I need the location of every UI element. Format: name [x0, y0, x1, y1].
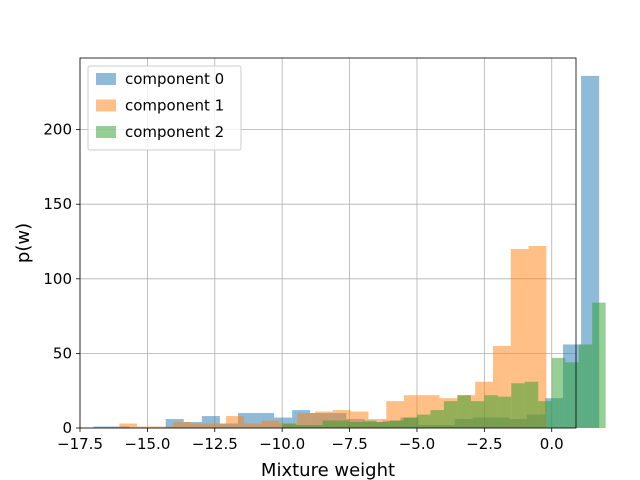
histogram-bar-component-1 — [208, 423, 227, 428]
histogram-bar-component-2 — [538, 401, 552, 428]
histogram-bar-component-0 — [93, 426, 112, 428]
legend-swatch — [96, 126, 116, 138]
histogram-bar-component-1 — [154, 426, 173, 428]
histogram-bar-component-0 — [201, 416, 220, 428]
x-tick-label: −10.0 — [259, 435, 305, 453]
plot-frame — [79, 57, 577, 429]
histogram-bar-component-1 — [190, 423, 209, 428]
histogram-bar-component-1 — [261, 420, 280, 428]
histogram-bar-component-2 — [403, 417, 417, 428]
histogram-bar-component-2 — [497, 396, 512, 428]
x-tick-label: −17.5 — [57, 435, 103, 453]
histogram-bar-component-2 — [551, 357, 566, 428]
histogram-bar-component-1 — [137, 426, 155, 428]
histogram-bar-component-2 — [336, 420, 350, 428]
x-tick-label: −15.0 — [124, 435, 170, 453]
histogram-bar-component-2 — [565, 362, 579, 428]
legend-label: component 0 — [125, 70, 224, 88]
histogram-bar-component-2 — [390, 420, 404, 428]
y-tick-label: 50 — [53, 344, 72, 362]
x-tick-label: −12.5 — [192, 435, 238, 453]
histogram-bar-component-2 — [363, 420, 377, 428]
histogram-bar-component-1 — [119, 423, 138, 428]
x-tick-label: −2.5 — [466, 435, 502, 453]
histogram-bar-component-2 — [592, 302, 606, 428]
legend: component 0 component 1 component 2 — [87, 65, 242, 151]
legend-box — [87, 65, 242, 151]
histogram-bar-component-1 — [172, 422, 191, 428]
histogram-bars — [93, 75, 606, 428]
histogram-bar-component-2 — [282, 423, 296, 428]
legend-label: component 2 — [125, 123, 224, 141]
histogram-bar-component-2 — [322, 420, 337, 428]
histogram-bar-component-2 — [457, 395, 471, 428]
histogram-bar-component-2 — [376, 422, 390, 428]
y-axis-label: p(w) — [13, 223, 34, 263]
histogram-bar-component-1 — [226, 416, 244, 428]
y-axis-ticks: 0 50 100 150 200 — [43, 121, 80, 437]
histogram-bar-component-2 — [470, 401, 485, 428]
legend-swatch — [96, 99, 116, 112]
histogram-bar-component-1 — [297, 413, 316, 428]
histogram-bar-component-2 — [309, 425, 323, 428]
legend-swatch — [96, 73, 116, 85]
histogram-bar-component-2 — [484, 395, 498, 428]
histogram-bar-component-2 — [511, 383, 525, 428]
x-axis-label: Mixture weight — [261, 460, 395, 480]
histogram-bar-component-2 — [349, 422, 364, 428]
histogram-bar-component-0 — [274, 417, 293, 428]
histogram-bar-component-1 — [243, 423, 262, 428]
x-tick-label: −7.5 — [331, 435, 367, 453]
x-tick-label: −5.0 — [399, 435, 435, 453]
histogram-bar-component-2 — [578, 344, 593, 428]
y-tick-label: 150 — [43, 195, 72, 213]
y-tick-label: 200 — [43, 121, 72, 139]
histogram-bar-component-2 — [443, 401, 458, 428]
y-tick-label: 0 — [62, 419, 72, 437]
y-tick-label: 100 — [43, 270, 72, 288]
histogram-bar-component-2 — [524, 381, 539, 428]
x-tick-label: 0.0 — [540, 435, 564, 453]
histogram-bar-component-2 — [430, 410, 444, 428]
histogram-bar-component-2 — [416, 414, 431, 428]
x-axis-ticks: −17.5 −15.0 −12.5 −10.0 −7.5 −5.0 −2.5 0.0 — [57, 428, 564, 453]
histogram-bar-component-2 — [295, 425, 310, 428]
legend-label: component 1 — [125, 97, 224, 115]
